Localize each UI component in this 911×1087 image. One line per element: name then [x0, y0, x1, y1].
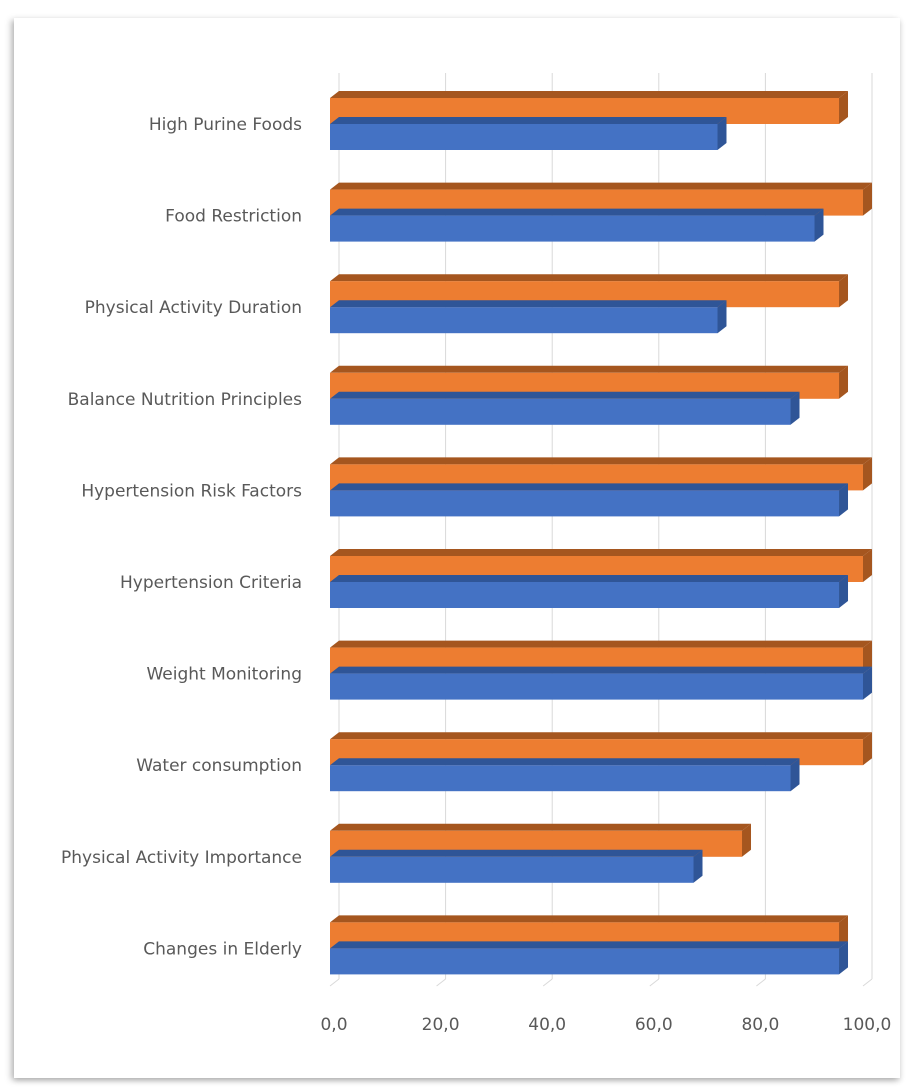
bar-top-face	[330, 666, 872, 674]
bar	[330, 856, 694, 883]
category-label: Balance Nutrition Principles	[68, 390, 303, 410]
bar-top-face	[330, 91, 849, 98]
category-label: Changes in Elderly	[143, 939, 302, 959]
bar-end-face	[839, 575, 849, 608]
bar-end-face	[814, 208, 824, 242]
bar-end-face	[863, 732, 872, 766]
bar-top-face	[330, 117, 727, 124]
bar-end-face	[863, 640, 872, 674]
chart-frame: High Purine Foods Food Restriction Physica…	[14, 18, 900, 1078]
tick-label: 20,0	[422, 1015, 460, 1035]
tick-label: 0,0	[320, 1015, 347, 1035]
bar-top-face	[330, 849, 703, 857]
bar-end-face	[863, 182, 872, 216]
tick-label: 40,0	[528, 1015, 566, 1035]
bar	[330, 398, 791, 425]
gridline-floor	[542, 978, 553, 987]
bar-top-face	[330, 549, 872, 556]
bar-top-face	[330, 457, 872, 465]
bar	[330, 307, 718, 334]
category-label: Physical Activity Duration	[85, 298, 302, 318]
bar-end-face	[790, 391, 800, 425]
gridline-floor	[756, 978, 766, 987]
bar	[330, 948, 840, 975]
category-label: Weight Monitoring	[146, 665, 302, 685]
category-label: Food Restriction	[165, 207, 302, 227]
bar-top-face	[330, 575, 849, 582]
bar-end-face	[839, 483, 849, 517]
gridline-floor	[436, 978, 446, 987]
bar-end-face	[742, 823, 752, 857]
bar-chart: High Purine Foods Food Restriction Physica…	[61, 73, 892, 1035]
bar-top-face	[330, 941, 849, 949]
category-label: High Purine Foods	[149, 115, 302, 135]
bar-top-face	[330, 365, 849, 373]
bar-top-face	[330, 208, 824, 216]
tick-label: 100,0	[843, 1015, 892, 1035]
bar	[330, 765, 791, 792]
bar-top-face	[330, 823, 752, 831]
bar-top-face	[330, 300, 727, 308]
category-label: Hypertension Risk Factors	[81, 481, 302, 501]
bar-end-face	[839, 941, 849, 975]
bar-end-face	[839, 915, 849, 949]
gridline-floor	[329, 978, 340, 987]
gridline-floor	[862, 978, 873, 987]
bar-top-face	[330, 640, 872, 648]
bar-top-face	[330, 732, 872, 740]
gridline-floor	[649, 978, 660, 987]
bar-end-face	[790, 758, 800, 792]
bar-end-face	[839, 274, 849, 308]
bar-end-face	[717, 300, 727, 334]
bar-end-face	[863, 549, 872, 582]
bar-top-face	[330, 758, 800, 766]
bar-top-face	[330, 483, 849, 491]
bar	[330, 490, 840, 517]
bar	[330, 215, 815, 242]
bar-end-face	[839, 91, 849, 124]
category-label: Hypertension Criteria	[120, 573, 302, 593]
bar-top-face	[330, 182, 872, 190]
bar	[330, 673, 863, 700]
bar-end-face	[839, 365, 849, 399]
bar	[330, 124, 718, 150]
bar-top-face	[330, 391, 800, 399]
bar-end-face	[863, 666, 872, 700]
bar-top-face	[330, 915, 849, 923]
bar-end-face	[717, 117, 727, 150]
tick-label: 80,0	[741, 1015, 779, 1035]
bar-top-face	[330, 274, 849, 282]
tick-label: 60,0	[635, 1015, 673, 1035]
bar-end-face	[863, 457, 872, 491]
category-label: Water consumption	[136, 756, 302, 776]
bar	[330, 582, 840, 608]
category-label: Physical Activity Importance	[61, 848, 302, 868]
bar-end-face	[693, 849, 703, 883]
